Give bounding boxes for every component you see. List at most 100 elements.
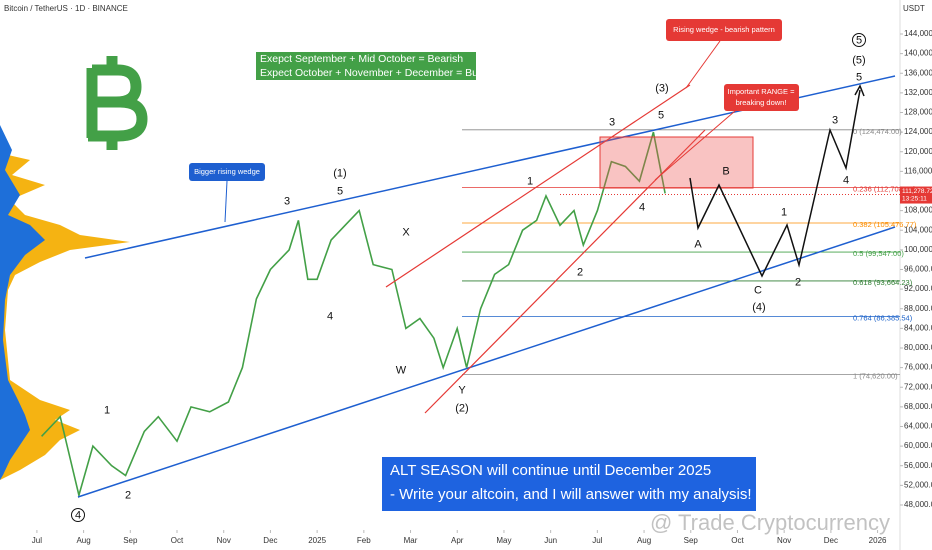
seasonal-box bbox=[256, 52, 476, 80]
y-tick-label: 100,000.00 bbox=[904, 245, 932, 254]
y-tick-label: 80,000.00 bbox=[904, 343, 932, 352]
wave-label: X bbox=[402, 226, 410, 238]
x-tick-label: Dec bbox=[263, 536, 277, 545]
x-tick-label: Aug bbox=[637, 536, 651, 545]
x-tick-label: May bbox=[496, 536, 511, 545]
x-tick-label: Oct bbox=[171, 536, 184, 545]
bitcoin-logo bbox=[86, 56, 148, 150]
y-tick-label: 140,000.00 bbox=[904, 49, 932, 58]
bigger-wedge-callout bbox=[189, 163, 265, 181]
range-callout bbox=[724, 84, 799, 111]
alt-season-note: - Write your altcoin, and I will answer … bbox=[390, 486, 752, 503]
y-tick-label: 108,000.00 bbox=[904, 206, 932, 215]
callout-pointer bbox=[654, 110, 736, 181]
callout-pointer bbox=[224, 180, 228, 223]
x-tick-label: Jul bbox=[32, 536, 42, 545]
watermark: @ Trade Cryptocurrency bbox=[650, 510, 890, 535]
rising-wedge-callout bbox=[666, 19, 782, 41]
wave-label: 4 bbox=[639, 201, 645, 213]
last-price-label: 111,278.72 bbox=[902, 188, 932, 195]
wave-label: (1) bbox=[333, 167, 346, 179]
y-tick-label: 72,000.00 bbox=[904, 382, 932, 391]
x-tick-label: Nov bbox=[777, 536, 791, 545]
y-tick-label: 144,000.00 bbox=[904, 29, 932, 38]
x-tick-label: Apr bbox=[451, 536, 464, 545]
wave-label: 1 bbox=[527, 175, 533, 187]
price-line bbox=[41, 131, 666, 499]
x-tick-label: Jul bbox=[592, 536, 602, 545]
chart-title: Bitcoin / TetherUS · 1D · BINANCE bbox=[4, 4, 128, 13]
y-tick-label: 84,000.00 bbox=[904, 323, 932, 332]
y-tick-label: 48,000.00 bbox=[904, 500, 932, 509]
range-label: breaking down! bbox=[736, 98, 787, 107]
wave-label: 3 bbox=[609, 116, 615, 128]
unit-label: USDT bbox=[903, 4, 925, 13]
fib-label: 0.764 (86,385.54) bbox=[853, 314, 913, 323]
projection-arrow bbox=[854, 84, 865, 97]
wave-label: 3 bbox=[284, 195, 290, 207]
volume-profile bbox=[0, 125, 45, 480]
fib-label: 1 (74,620.00) bbox=[853, 371, 898, 380]
range-box bbox=[599, 136, 754, 189]
wave-label: (4) bbox=[752, 301, 765, 313]
fib-label: 0.382 (105,476.77) bbox=[853, 220, 917, 229]
wave-label: C bbox=[754, 284, 762, 296]
alt-season-box bbox=[382, 457, 756, 511]
projection-path bbox=[689, 89, 861, 278]
y-tick-label: 92,000.00 bbox=[904, 284, 932, 293]
y-tick-label: 64,000.00 bbox=[904, 422, 932, 431]
wave-label: W bbox=[396, 364, 407, 376]
y-tick-label: 88,000.00 bbox=[904, 304, 932, 313]
seasonal-note: Exepct September + Mid October = Bearish bbox=[260, 53, 463, 65]
wave-label: 1 bbox=[781, 206, 787, 218]
x-tick-label: 2026 bbox=[869, 536, 887, 545]
wave-label: A bbox=[694, 238, 702, 250]
bigger-wedge-label: Bigger rising wedge bbox=[194, 167, 260, 176]
y-tick-label: 52,000.00 bbox=[904, 480, 932, 489]
wave-label: B bbox=[722, 165, 729, 177]
x-tick-label: Sep bbox=[684, 536, 699, 545]
fib-label: 0.618 (93,664.23) bbox=[853, 278, 913, 287]
x-tick-label: 2025 bbox=[308, 536, 326, 545]
seasonal-note: Expect October + November + December = B… bbox=[260, 67, 496, 79]
y-tick-label: 68,000.00 bbox=[904, 402, 932, 411]
y-tick-label: 76,000.00 bbox=[904, 363, 932, 372]
x-tick-label: Feb bbox=[357, 536, 371, 545]
wave-circle bbox=[852, 33, 866, 47]
fib-label: 0.236 (112,708.46) bbox=[853, 185, 916, 194]
y-tick-label: 56,000.00 bbox=[904, 461, 932, 470]
red-wedge-upper bbox=[385, 84, 691, 288]
fib-label: 0.5 (99,547.00) bbox=[853, 249, 904, 258]
wave-label: Y bbox=[458, 384, 466, 396]
wave-label: 2 bbox=[125, 489, 131, 501]
rising-wedge-label: Rising wedge - bearish pattern bbox=[673, 25, 775, 34]
wave-label: 3 bbox=[832, 114, 838, 126]
x-tick-label: Aug bbox=[76, 536, 90, 545]
x-tick-label: Sep bbox=[123, 536, 138, 545]
wave-label: 1 bbox=[104, 404, 110, 416]
wave-label: 5 bbox=[337, 185, 343, 197]
y-tick-label: 120,000.00 bbox=[904, 147, 932, 156]
last-price-tag bbox=[900, 186, 932, 204]
wave-circle bbox=[71, 508, 85, 522]
x-tick-label: Oct bbox=[731, 536, 744, 545]
wedge-lower bbox=[77, 226, 896, 498]
y-tick-label: 116,000.00 bbox=[904, 166, 932, 175]
y-tick-label: 96,000.00 bbox=[904, 265, 932, 274]
callout-pointer bbox=[685, 40, 721, 89]
wave-label: (5) bbox=[852, 54, 865, 66]
x-tick-label: Mar bbox=[404, 536, 418, 545]
wave-label: 4 bbox=[327, 310, 333, 322]
wave-label: 2 bbox=[577, 266, 583, 278]
x-tick-label: Nov bbox=[217, 536, 231, 545]
wave-label: (2) bbox=[455, 402, 468, 414]
y-tick-label: 60,000.00 bbox=[904, 441, 932, 450]
wave-label: (3) bbox=[655, 82, 668, 94]
y-tick-label: 104,000.00 bbox=[904, 225, 932, 234]
y-tick-label: 132,000.00 bbox=[904, 88, 932, 97]
countdown: 13:25:11 bbox=[902, 196, 927, 203]
wave-label: 4 bbox=[843, 174, 849, 186]
y-tick-label: 128,000.00 bbox=[904, 108, 932, 117]
y-tick-label: 124,000.00 bbox=[904, 127, 932, 136]
wave-label: 5 bbox=[856, 34, 862, 46]
